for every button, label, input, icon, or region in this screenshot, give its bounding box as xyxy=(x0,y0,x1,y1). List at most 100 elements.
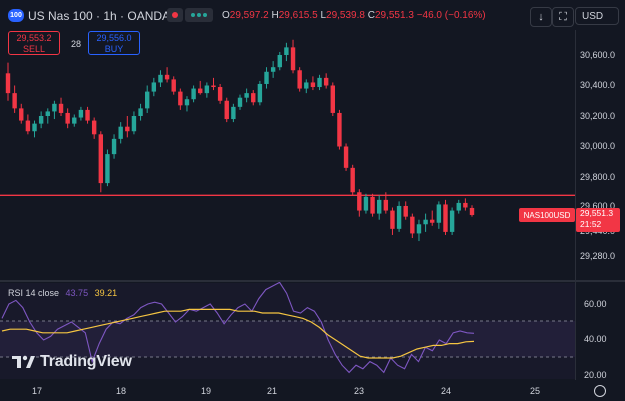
pane-divider[interactable] xyxy=(0,280,625,282)
candle-body xyxy=(98,134,103,184)
candle-body xyxy=(224,100,229,120)
candle-body xyxy=(430,219,435,223)
rsi-legend[interactable]: RSI 14 close 43.75 39.21 xyxy=(8,288,117,298)
bar-countdown: 21:52 xyxy=(580,219,602,229)
candle-body xyxy=(19,108,24,121)
price-tick: 29,800.0 xyxy=(580,172,616,182)
candle-body xyxy=(178,91,183,106)
close-value: 29,551.3 xyxy=(374,10,414,21)
candle-body xyxy=(237,97,243,107)
candle-body xyxy=(423,219,428,225)
candle-body xyxy=(270,67,276,72)
candle-body xyxy=(251,93,256,103)
candle-body xyxy=(343,146,349,168)
candle-body xyxy=(118,126,123,139)
candle-body xyxy=(52,103,57,112)
eye-icon[interactable] xyxy=(167,8,183,22)
candle-body xyxy=(463,202,468,208)
sell-price: 29,553.2 xyxy=(16,33,52,43)
price-tick: 29,600.0 xyxy=(580,201,616,211)
candle-body xyxy=(125,126,130,132)
fullscreen-icon[interactable]: ⛶ xyxy=(552,7,574,27)
candle-body xyxy=(456,202,461,211)
ohlc-values: O29,597.2 H29,615.5 L29,539.8 C29,551.3 … xyxy=(222,10,486,21)
date-tick: 23 xyxy=(354,386,365,396)
open-value: 29,597.2 xyxy=(229,10,269,21)
candle-body xyxy=(204,85,210,94)
change-value: −46.0 (−0.16%) xyxy=(416,10,486,21)
price-tick: 29,280.0 xyxy=(580,251,616,261)
candle-body xyxy=(171,79,176,92)
price-tick: 30,600.0 xyxy=(580,50,616,60)
symbol-price-label: NAS100USD xyxy=(519,208,575,222)
candle-body xyxy=(304,82,309,89)
buy-button[interactable]: 29,556.0 BUY xyxy=(88,31,140,55)
date-tick: 21 xyxy=(267,386,278,396)
candle-body xyxy=(357,192,362,211)
buy-price: 29,556.0 xyxy=(96,33,132,43)
settings-icon[interactable] xyxy=(594,385,606,397)
download-icon[interactable]: ↓ xyxy=(530,7,552,27)
candle-body xyxy=(91,120,97,135)
candle-body xyxy=(25,120,31,132)
candle-body xyxy=(317,77,322,88)
sell-button[interactable]: 29,553.2 SELL xyxy=(8,31,60,55)
tradingview-logo: TradingView xyxy=(12,353,132,371)
candle-body xyxy=(390,210,395,229)
candle-body xyxy=(290,47,296,71)
candle-body xyxy=(396,205,402,229)
symbol-title[interactable]: US Nas 100 · 1h · OANDA xyxy=(28,9,171,23)
date-tick: 24 xyxy=(441,386,452,396)
currency-button[interactable]: USD xyxy=(575,7,619,25)
candle-body xyxy=(145,91,150,109)
candle-body xyxy=(72,117,77,124)
price-tick: 30,200.0 xyxy=(580,111,616,121)
candle-body xyxy=(297,70,302,89)
candle-body xyxy=(184,99,190,106)
candle-body xyxy=(111,138,117,155)
date-tick: 19 xyxy=(201,386,212,396)
candle-body xyxy=(436,204,442,223)
candle-body xyxy=(131,116,137,132)
candle-body xyxy=(45,111,50,116)
candle-body xyxy=(105,154,110,184)
high-value: 29,615.5 xyxy=(278,10,318,21)
rsi-tick: 20.00 xyxy=(584,370,607,380)
candle-body xyxy=(138,108,143,116)
rsi-value: 43.75 xyxy=(65,288,89,298)
candle-body xyxy=(310,82,316,88)
candle-body xyxy=(370,196,375,214)
candle-body xyxy=(211,85,216,88)
date-tick: 25 xyxy=(530,386,541,396)
candle-body xyxy=(85,109,90,121)
candle-body xyxy=(58,103,64,113)
rsi-ma-line xyxy=(1,308,475,359)
exchange-logo: 100 xyxy=(8,9,24,22)
candle-body xyxy=(32,123,37,132)
candle-body xyxy=(191,88,196,100)
price-tick: 30,400.0 xyxy=(580,80,616,90)
candle-body xyxy=(363,196,369,211)
candle-body xyxy=(377,199,382,214)
price-tick: 30,000.0 xyxy=(580,141,616,151)
candle-body xyxy=(383,199,389,211)
candle-body xyxy=(257,83,263,103)
status-dots-icon[interactable] xyxy=(185,8,213,22)
candle-body xyxy=(284,47,289,55)
candle-body xyxy=(403,205,408,217)
candle-body xyxy=(38,116,44,124)
candle-body xyxy=(264,71,269,84)
candle-body xyxy=(330,85,335,113)
candle-body xyxy=(416,224,422,234)
candle-body xyxy=(231,106,236,120)
candle-body xyxy=(277,55,282,68)
candle-body xyxy=(12,93,17,109)
candle-body xyxy=(198,88,203,94)
current-price: 29,551.3 xyxy=(580,208,614,218)
candle-body xyxy=(337,112,342,147)
low-value: 29,539.8 xyxy=(326,10,365,21)
candle-body xyxy=(323,77,329,86)
sell-label: SELL xyxy=(22,44,46,54)
candle-body xyxy=(244,93,249,98)
